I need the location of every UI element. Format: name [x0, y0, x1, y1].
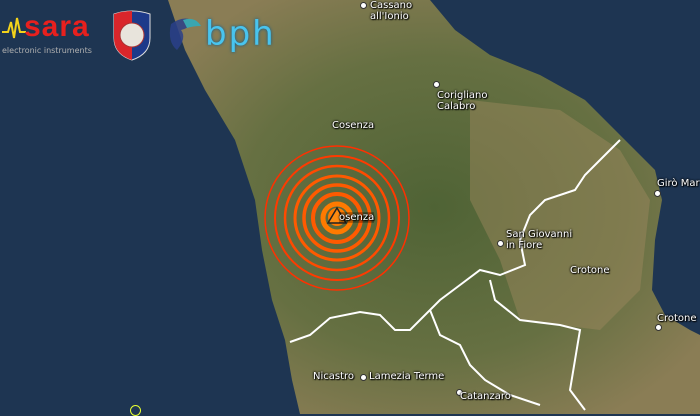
place-dot — [360, 374, 367, 381]
logo-bar: sara electronic instruments bph — [0, 0, 300, 70]
place-dot — [655, 324, 662, 331]
place-cosenza[interactable]: Cosenza — [332, 120, 375, 131]
place-dot — [654, 190, 661, 197]
place-dot — [497, 240, 504, 247]
place-name: San Giovanni — [506, 229, 573, 240]
place-nicastro[interactable]: Nicastro — [313, 371, 355, 382]
place-crotone-province[interactable]: Crotone — [570, 265, 610, 276]
seismograph-icon — [2, 17, 26, 39]
place-name: Corigliano — [437, 90, 488, 101]
place-catanzaro[interactable]: Catanzaro — [460, 391, 511, 402]
land-calabria — [168, 0, 700, 414]
place-cassano[interactable]: Cassano all'Ionio — [370, 0, 412, 22]
place-corigliano[interactable]: Corigliano Calabro — [437, 90, 487, 112]
place-dot — [456, 389, 463, 396]
station-marker-icon[interactable] — [130, 405, 141, 416]
place-lamezia[interactable]: Lamezia Terme — [369, 371, 445, 382]
epicenter-label: osenza — [339, 212, 375, 223]
shield-emblem-logo — [113, 10, 151, 61]
land-sila — [470, 100, 650, 330]
place-dot — [360, 2, 367, 9]
place-name: all'Ionio — [370, 11, 409, 22]
place-name: in Fiore — [506, 240, 543, 251]
place-ciro-marina[interactable]: Girò Mar — [657, 178, 700, 189]
place-name: Calabro — [437, 101, 476, 112]
region-borders — [289, 139, 621, 411]
place-dot — [433, 81, 440, 88]
epicenter-rings — [264, 145, 410, 291]
place-crotone[interactable]: Crotone — [657, 313, 697, 324]
place-san-giovanni[interactable]: San Giovanni in Fiore — [506, 229, 572, 251]
globe-logo — [169, 18, 201, 50]
place-name: Cassano — [370, 0, 413, 11]
sara-logo: sara electronic instruments — [2, 10, 92, 55]
bph-logo: bph — [205, 14, 276, 54]
epicenter-warning-icon[interactable] — [326, 206, 348, 226]
